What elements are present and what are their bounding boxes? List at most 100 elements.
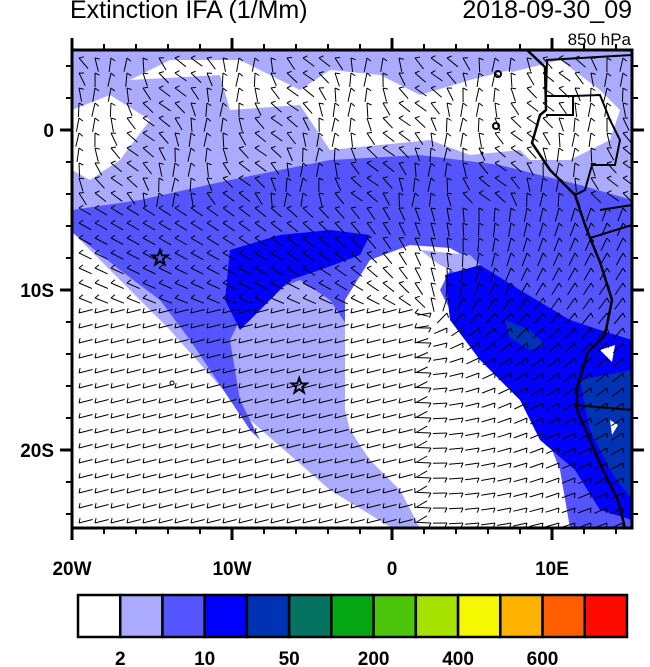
wind-barb <box>238 147 249 159</box>
wind-barb-flag <box>126 130 132 134</box>
wind-barb <box>561 462 576 470</box>
wind-barb <box>382 237 392 250</box>
wind-barb-flag <box>590 117 596 122</box>
wind-barb-flag <box>110 234 116 239</box>
wind-barb <box>398 252 408 266</box>
wind-barb <box>110 489 125 494</box>
wind-barb-flag <box>126 487 129 494</box>
wind-barb <box>446 267 449 283</box>
wind-barb <box>174 474 189 479</box>
wind-barb <box>382 177 393 189</box>
wind-barb-flag <box>622 72 628 77</box>
wind-barb <box>110 267 124 275</box>
wind-barb-flag <box>254 294 260 299</box>
wind-barb-flag <box>222 175 228 179</box>
wind-barb-flag <box>382 517 385 524</box>
wind-barb <box>174 459 189 464</box>
wind-barb <box>366 504 381 509</box>
wind-barb-flag <box>366 57 372 62</box>
wind-barb <box>398 297 411 307</box>
wind-barb <box>398 57 403 72</box>
wind-barb <box>94 237 108 245</box>
wind-barb <box>430 267 436 282</box>
wind-barb <box>333 147 336 163</box>
wind-barb <box>430 297 435 312</box>
wind-barb-flag <box>78 427 81 434</box>
wind-barb <box>318 354 333 359</box>
wind-barb <box>206 459 221 464</box>
wind-barb-flag <box>158 487 161 494</box>
wind-barb-flag <box>126 412 129 419</box>
wind-barb <box>465 387 480 393</box>
wind-barb <box>590 192 602 204</box>
wind-barb <box>254 147 267 157</box>
wind-barb-flag <box>302 132 308 135</box>
wind-barb <box>222 282 236 290</box>
wind-barb-flag <box>494 102 500 106</box>
wind-barb <box>78 504 93 509</box>
wind-barb-flag <box>318 235 324 239</box>
wind-barb <box>174 87 187 97</box>
wind-barb <box>78 267 92 275</box>
wind-barb-flag <box>430 192 436 197</box>
wind-barb-flag <box>110 160 116 164</box>
wind-barb-flag <box>494 297 499 303</box>
wind-barb <box>254 414 269 419</box>
wind-barb-flag <box>302 472 305 479</box>
wind-barb-flag <box>398 86 405 89</box>
wind-barb <box>206 177 213 192</box>
wind-barb-flag <box>557 507 560 513</box>
wind-barb-flag <box>558 101 565 104</box>
colorbar-label: 2 <box>115 649 126 667</box>
wind-barb-flag <box>558 85 564 89</box>
wind-barb <box>206 489 221 494</box>
wind-barb-flag <box>366 294 372 299</box>
wind-barb-flag <box>238 190 244 194</box>
wind-barb <box>302 132 307 147</box>
wind-barb-flag <box>222 517 225 524</box>
wind-barb-flag <box>526 86 532 89</box>
wind-barb-flag <box>444 507 448 513</box>
wind-barb-flag <box>126 87 132 91</box>
wind-barb-flag <box>190 382 193 389</box>
wind-barb-flag <box>174 427 177 434</box>
wind-barb-flag <box>94 132 100 136</box>
wind-barb <box>174 519 189 524</box>
wind-barb <box>465 402 480 407</box>
wind-barb-flag <box>254 145 260 149</box>
wind-barb <box>449 372 464 377</box>
wind-barb-flag <box>366 427 369 434</box>
wind-barb <box>549 327 560 339</box>
wind-barb-flag <box>366 102 372 106</box>
wind-barb <box>414 72 426 83</box>
wind-barb-flag <box>174 205 180 209</box>
wind-barb-flag <box>142 294 148 299</box>
wind-barb-flag <box>334 265 340 269</box>
wind-barb-flag <box>94 367 97 374</box>
wind-barb-flag <box>476 507 480 513</box>
wind-barb <box>521 252 528 267</box>
wind-barb-flag <box>493 447 496 453</box>
wind-barb <box>416 461 432 464</box>
wind-barb <box>382 117 393 129</box>
wind-barb-flag <box>574 132 580 137</box>
wind-barb <box>77 102 80 118</box>
wind-barb <box>158 399 173 404</box>
wind-barb-flag <box>190 132 196 137</box>
wind-barb-flag <box>382 145 388 149</box>
wind-barb-flag <box>494 327 497 333</box>
wind-barb <box>334 162 338 177</box>
wind-barb <box>158 369 173 374</box>
wind-barb <box>430 117 437 132</box>
wind-barb-flag <box>270 322 273 329</box>
wind-barb <box>580 342 592 354</box>
wind-barb-flag <box>190 442 193 449</box>
wind-barb <box>432 432 448 434</box>
wind-barb <box>416 417 432 419</box>
wind-barb-flag <box>382 337 385 344</box>
wind-barb-flag <box>398 130 404 134</box>
wind-barb <box>398 519 413 524</box>
wind-barb <box>158 474 173 479</box>
wind-barb-flag <box>414 323 417 329</box>
wind-barb-flag <box>590 507 592 514</box>
